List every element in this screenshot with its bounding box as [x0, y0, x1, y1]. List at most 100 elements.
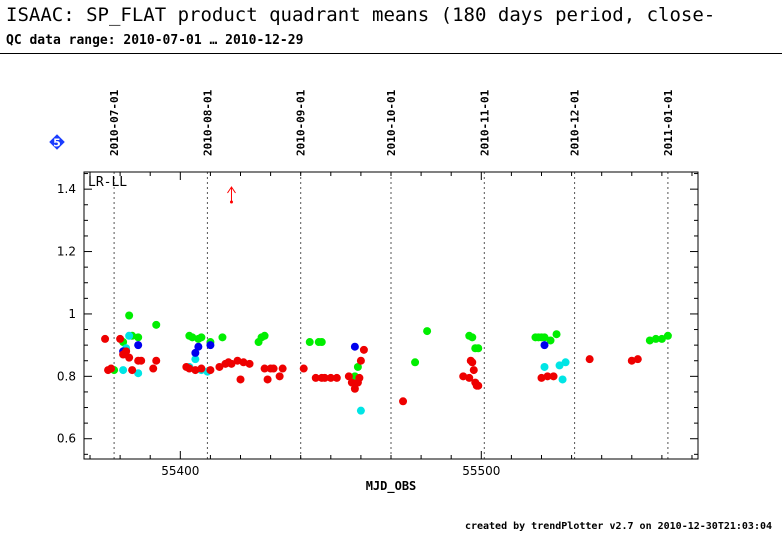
data-point: [206, 341, 215, 350]
axis-ticks: 55400 55500 0.6 0.8 1 1.2 1.4: [57, 172, 698, 478]
data-point: [627, 356, 636, 365]
header-divider: [0, 53, 782, 54]
data-point: [260, 364, 269, 373]
data-point: [125, 331, 134, 340]
data-point: [561, 358, 570, 367]
data-point: [134, 341, 143, 350]
data-point: [411, 358, 420, 367]
data-point: [191, 366, 200, 375]
data-point: [651, 334, 660, 343]
x-tick-label: 55500: [462, 464, 500, 478]
data-point: [459, 372, 468, 381]
data-point: [191, 355, 200, 364]
data-point: [537, 373, 546, 382]
data-point: [188, 333, 197, 342]
data-point: [239, 358, 248, 367]
data-point: [194, 342, 203, 351]
y-tick-label: 0.6: [57, 432, 76, 446]
data-point: [552, 330, 561, 339]
y-tick-label: 1.2: [57, 245, 76, 259]
data-point: [215, 362, 224, 371]
date-marker-label: 2010-09-01: [295, 89, 308, 156]
x-tick-label: 55400: [161, 464, 199, 478]
data-point: [305, 338, 314, 347]
data-point: [152, 356, 161, 365]
data-point: [350, 342, 359, 351]
data-point: [236, 375, 245, 384]
data-point: [355, 373, 364, 382]
date-marker-lines: [113, 172, 669, 459]
data-point: [233, 356, 242, 365]
data-point: [278, 364, 287, 373]
data-point: [206, 366, 215, 375]
data-point: [356, 406, 365, 415]
data-point: [299, 364, 308, 373]
data-point: [663, 331, 672, 340]
data-point: [218, 333, 227, 342]
data-point: [245, 359, 254, 368]
data-point: [311, 373, 320, 382]
data-point: [116, 334, 125, 343]
data-point: [468, 358, 477, 367]
badge-number: 5: [53, 137, 61, 150]
data-point: [350, 384, 359, 393]
data-point: [555, 361, 564, 370]
outlier-arrow: [227, 186, 236, 204]
data-point: [465, 373, 474, 382]
data-point: [134, 333, 143, 342]
data-point: [558, 375, 567, 384]
date-marker-label: 2010-08-01: [201, 89, 214, 156]
plot-frame: [83, 171, 699, 460]
data-point: [326, 373, 335, 382]
y-tick-label: 1.4: [57, 182, 76, 196]
data-point: [657, 334, 666, 343]
data-point: [633, 355, 642, 364]
data-point: [546, 336, 555, 345]
data-point: [540, 333, 549, 342]
data-point: [227, 359, 236, 368]
data-point: [134, 369, 143, 378]
date-marker-label: 2010-12-01: [569, 89, 582, 156]
data-point: [353, 362, 362, 371]
badge-diamond: [49, 134, 65, 150]
data-point: [399, 397, 408, 406]
data-point: [543, 372, 552, 381]
data-point: [347, 378, 356, 387]
data-point: [152, 320, 161, 329]
data-point: [197, 333, 206, 342]
data-point: [122, 347, 131, 356]
date-marker-label: 2010-07-01: [108, 89, 121, 156]
data-point: [423, 327, 432, 336]
y-tick-label: 1: [68, 307, 76, 321]
data-point: [344, 372, 353, 381]
outlier-arrow-dot: [229, 200, 233, 204]
data-point: [125, 311, 134, 320]
data-point: [549, 372, 558, 381]
data-point: [125, 353, 134, 362]
data-point: [101, 334, 110, 343]
date-marker-labels: 2010-07-01 2010-08-01 2010-09-01 2010-10-01…: [108, 89, 675, 156]
page-title: ISAAC: SP_FLAT product quadrant means (1…: [6, 4, 716, 26]
data-point: [137, 356, 146, 365]
data-point: [320, 373, 329, 382]
date-marker-label: 2010-10-01: [385, 89, 398, 156]
data-point: [197, 364, 206, 373]
data-point: [356, 356, 365, 365]
data-point: [332, 373, 341, 382]
date-marker-label: 2010-11-01: [478, 89, 491, 156]
data-point: [185, 364, 194, 373]
data-point: [469, 366, 478, 375]
data-point: [474, 344, 483, 353]
data-point: [263, 375, 272, 384]
data-point: [260, 331, 269, 340]
data-point: [645, 336, 654, 345]
data-point: [269, 364, 278, 373]
data-point: [128, 366, 137, 375]
date-marker-label: 2011-01-01: [662, 89, 675, 156]
data-point: [540, 362, 549, 371]
x-axis-title: MJD_OBS: [366, 479, 417, 494]
data-points: [101, 311, 672, 415]
footer-credit: created by trendPlotter v2.7 on 2010-12-…: [464, 521, 772, 532]
data-point: [474, 381, 483, 390]
